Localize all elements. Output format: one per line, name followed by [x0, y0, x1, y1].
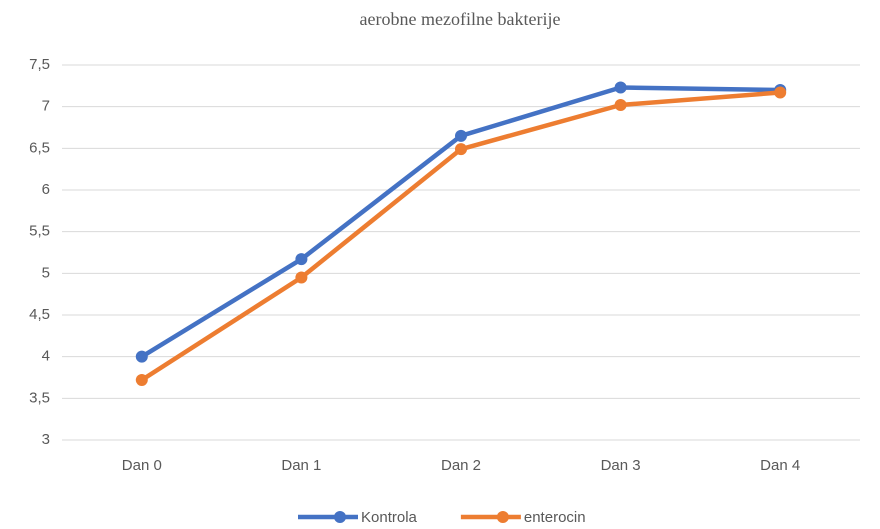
data-point [135, 374, 148, 386]
y-tick-label: 7 [42, 98, 50, 115]
x-tick-label: Dan 3 [601, 457, 641, 474]
y-tick-label: 6 [42, 181, 50, 198]
x-tick-label: Dan 2 [441, 457, 481, 474]
legend-label: enterocin [524, 509, 586, 526]
data-point [135, 350, 148, 363]
x-tick-label: Dan 1 [281, 457, 321, 474]
y-tick-label: 5,5 [29, 223, 50, 240]
y-tick-label: 5 [42, 264, 50, 281]
data-point [455, 143, 467, 156]
legend-marker [496, 511, 509, 523]
data-point [295, 271, 308, 284]
data-point [774, 86, 787, 99]
data-point [455, 129, 467, 142]
legend-marker [334, 511, 346, 523]
y-tick-label: 7,5 [29, 56, 50, 73]
y-tick-label: 3,5 [29, 389, 50, 406]
x-tick-label: Dan 4 [760, 457, 800, 474]
x-tick-label: Dan 0 [122, 457, 162, 474]
data-point [614, 99, 627, 111]
chart-title: aerobne mezofilne bakterije [360, 9, 561, 29]
y-tick-label: 4,5 [29, 306, 50, 323]
data-point [614, 81, 627, 94]
y-tick-label: 3 [42, 431, 50, 448]
y-tick-label: 6,5 [29, 139, 50, 156]
data-point [295, 253, 308, 266]
legend-label: Kontrola [361, 509, 418, 526]
y-tick-label: 4 [42, 348, 50, 365]
